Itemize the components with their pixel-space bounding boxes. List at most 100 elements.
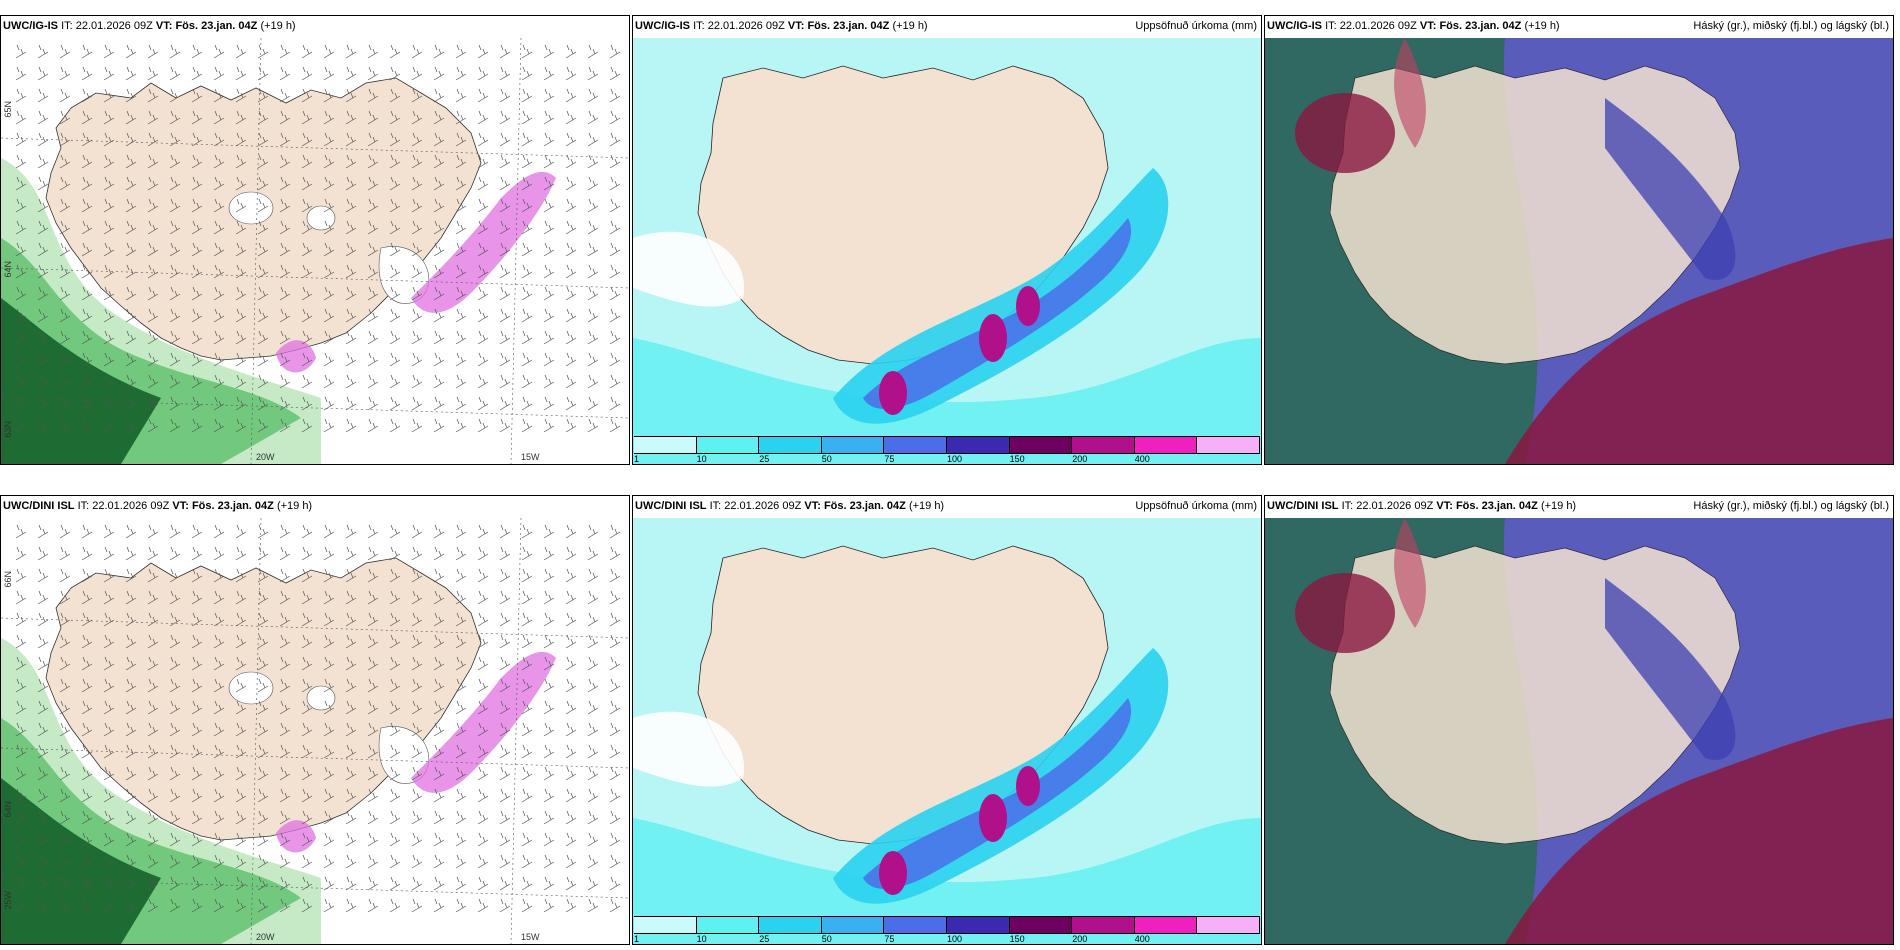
wind-barb [565, 352, 577, 367]
wind-barb [587, 546, 599, 561]
wind-barb [345, 220, 357, 235]
wind-barb [543, 88, 555, 103]
wind-barb [257, 678, 269, 693]
wind-barb [59, 66, 71, 81]
wind-barb [477, 308, 489, 323]
clouds-map [1265, 518, 1893, 944]
wind-barb [279, 132, 291, 147]
wind-barb [301, 568, 313, 583]
wind-barb [81, 396, 93, 411]
wind-barb [499, 330, 511, 345]
wind-barb [125, 352, 137, 367]
wind-barb [323, 854, 335, 869]
wind-barb [125, 898, 137, 913]
wind-barb [521, 264, 533, 279]
precip-shade [633, 818, 1261, 944]
wind-barb [147, 88, 159, 103]
wind-barb [191, 396, 203, 411]
wind-barb [235, 590, 247, 605]
wind-barb [103, 418, 115, 433]
wind-barb [367, 264, 379, 279]
wind-barb [345, 788, 357, 803]
wind-barb [587, 744, 599, 759]
colorbar-swatch [1134, 917, 1198, 933]
wind-barb [455, 854, 467, 869]
wind-barb [411, 854, 423, 869]
wind-barb [521, 524, 533, 539]
wind-barb [433, 352, 445, 367]
wind-barb [103, 678, 115, 693]
wind-barb [213, 66, 225, 81]
wind-precip-map [1, 518, 629, 944]
wind-barb [169, 524, 181, 539]
wind-barb [367, 546, 379, 561]
wind-barb [543, 220, 555, 235]
colorbar-swatches [634, 436, 1260, 454]
wind-barb [235, 88, 247, 103]
wind-barb [59, 88, 71, 103]
wind-barb [257, 352, 269, 367]
wind-barb [257, 330, 269, 345]
wind-barb [411, 612, 423, 627]
wind-barb [147, 352, 159, 367]
wind-barb [587, 832, 599, 847]
wind-barb [411, 568, 423, 583]
wind-barb [499, 176, 511, 191]
wind-barb [301, 590, 313, 605]
wind-barb [103, 546, 115, 561]
colorbar-swatch [1072, 437, 1135, 453]
wind-barb [367, 766, 379, 781]
low-cloud-area [1295, 93, 1395, 173]
wind-barb [257, 810, 269, 825]
wind-barb [169, 198, 181, 213]
wind-barb [565, 110, 577, 125]
low-cloud-area [1394, 518, 1426, 628]
wind-barb [543, 832, 555, 847]
wind-barb [15, 176, 27, 191]
wind-barb [147, 374, 159, 389]
wind-barb [367, 110, 379, 125]
wind-barb [257, 590, 269, 605]
wind-barb [279, 810, 291, 825]
accum-precip-map [633, 518, 1261, 944]
wind-barb [323, 242, 335, 257]
colorbar-swatch [1134, 437, 1198, 453]
wind-barb [235, 418, 247, 433]
wind-barb [279, 88, 291, 103]
wind-barb [103, 242, 115, 257]
wind-barb [15, 308, 27, 323]
wind-barb [103, 220, 115, 235]
wind-barb [323, 132, 335, 147]
wind-barb [345, 612, 357, 627]
wind-barb [587, 308, 599, 323]
wind-barb [213, 330, 225, 345]
wind-barb [499, 590, 511, 605]
wind-barb [59, 374, 71, 389]
wind-barb [213, 744, 225, 759]
wind-barb [477, 264, 489, 279]
wind-barb [301, 110, 313, 125]
wind-barb [499, 154, 511, 169]
precip-max [879, 851, 907, 895]
wind-barb [169, 352, 181, 367]
wind-barb [59, 524, 71, 539]
wind-barb [37, 176, 49, 191]
wind-barb [411, 242, 423, 257]
wind-barb [543, 110, 555, 125]
wind-barb [345, 590, 357, 605]
wind-barb [103, 590, 115, 605]
wind-barb [543, 198, 555, 213]
wind-barb [411, 176, 423, 191]
wind-barb [455, 568, 467, 583]
longitude-line [250, 38, 262, 464]
wind-barb [499, 854, 511, 869]
precip-shade [833, 168, 1169, 424]
wind-barb [455, 242, 467, 257]
wind-barb [125, 744, 137, 759]
precip-max [879, 371, 907, 415]
wind-barb [433, 242, 445, 257]
wind-barb [455, 612, 467, 627]
wind-barb [389, 110, 401, 125]
wind-barb [147, 810, 159, 825]
longitude-line [510, 518, 522, 944]
